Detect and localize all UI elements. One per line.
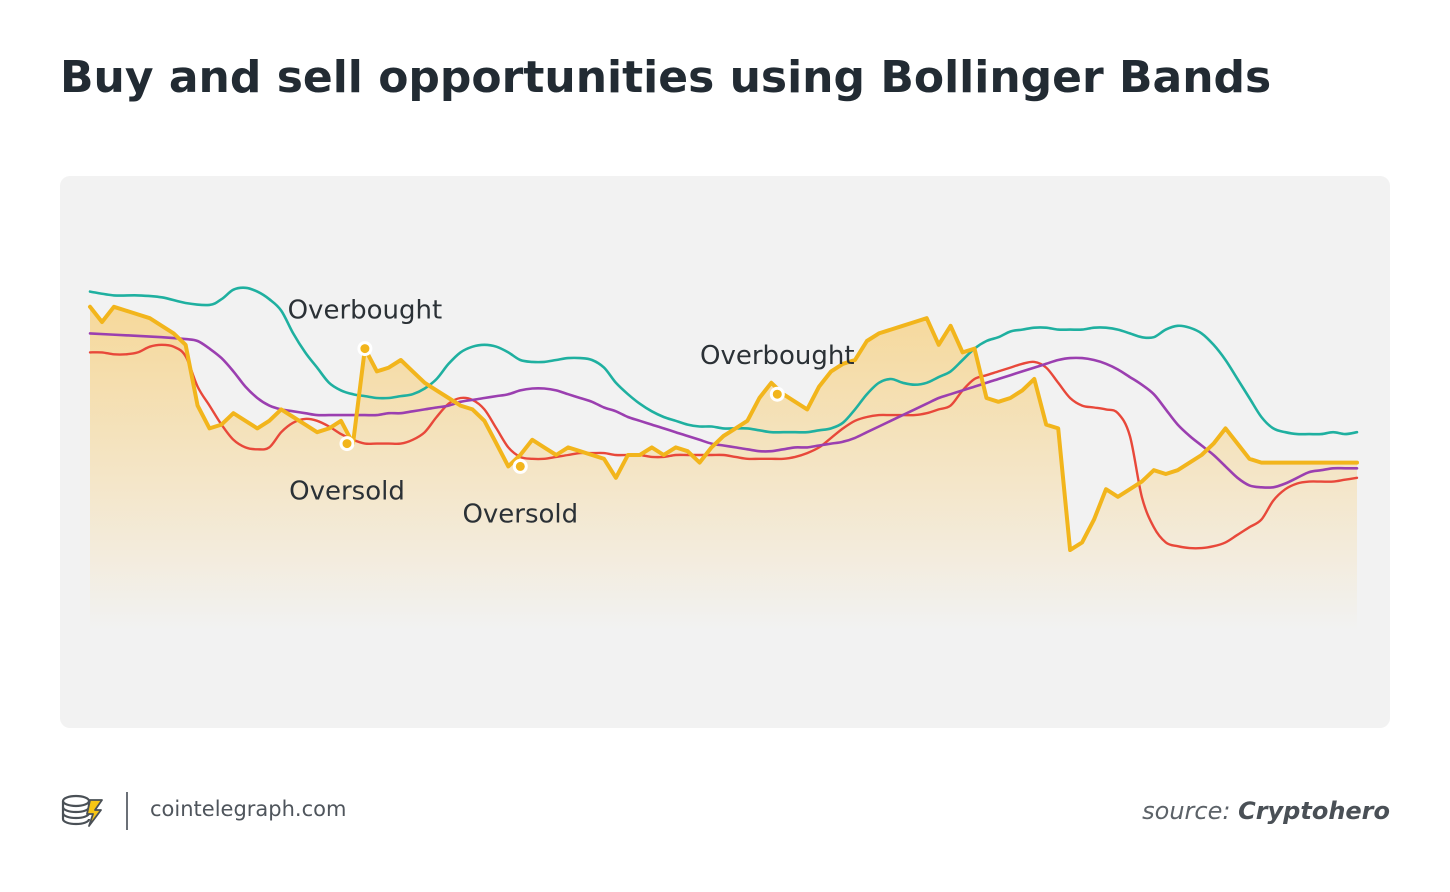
chart-panel: Overbought Oversold Oversold Overbought xyxy=(60,176,1390,728)
lower-series-line xyxy=(88,343,1359,550)
source-name: Cryptohero xyxy=(1238,797,1390,825)
footer-divider xyxy=(126,792,128,830)
price-series-line xyxy=(88,304,1359,552)
upper-series-line xyxy=(88,286,1359,436)
page-title: Buy and sell opportunities using Bolling… xyxy=(60,52,1272,103)
footer-source: source: Cryptohero xyxy=(1142,797,1390,825)
footer-site-link[interactable]: cointelegraph.com xyxy=(150,797,347,821)
sell-signal-label: Overbought xyxy=(288,296,443,326)
price-area-fill xyxy=(90,306,1357,631)
sell-signal-label: Overbought xyxy=(700,341,855,371)
source-label: source: xyxy=(1142,797,1231,825)
sell-signal-marker xyxy=(769,386,785,402)
sell-signal-marker xyxy=(357,341,373,357)
buy-signal-marker xyxy=(512,458,528,474)
buy-signal-label: Oversold xyxy=(289,477,405,507)
bollinger-chart: Overbought Oversold Oversold Overbought xyxy=(88,286,1359,631)
buy-signal-label: Oversold xyxy=(462,499,578,529)
cointelegraph-logo-icon xyxy=(60,792,106,836)
middle-series-line xyxy=(88,332,1359,489)
buy-signal-marker xyxy=(339,436,355,452)
